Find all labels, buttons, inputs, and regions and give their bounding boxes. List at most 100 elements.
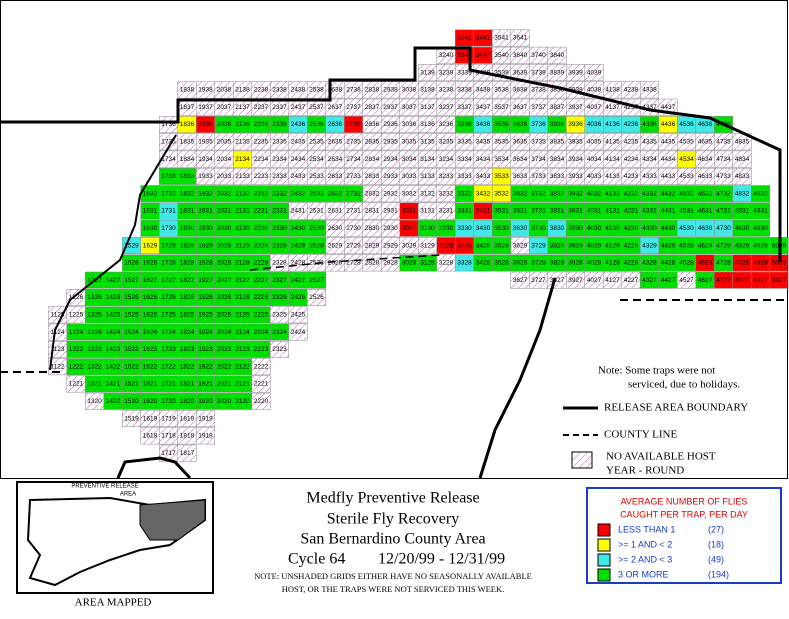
cell-label: 2027 — [217, 277, 232, 284]
cell-label: 4828 — [735, 260, 750, 267]
legend-label: LESS THAN 1 — [618, 524, 675, 534]
cell-label: 3541 — [494, 35, 509, 42]
cell-label: 1221 — [69, 381, 84, 388]
cell-label: 2127 — [235, 277, 250, 284]
cell-label: 4237 — [624, 104, 639, 111]
cell-label: 4631 — [698, 208, 713, 215]
cell-label: 1626 — [143, 294, 158, 301]
cell-label: 2135 — [235, 139, 250, 146]
cell-label: 1726 — [161, 294, 176, 301]
cell-label: 4028 — [587, 260, 602, 267]
cell-label: 2734 — [346, 156, 361, 163]
cell-label: 3640 — [513, 52, 528, 59]
cell-label: 3132 — [420, 190, 435, 197]
cell-label: 2131 — [235, 208, 250, 215]
cell-label: 4531 — [679, 208, 694, 215]
cell-label: 4135 — [605, 139, 620, 146]
cell-label: 1838 — [180, 87, 195, 94]
cell-label: 4027 — [587, 277, 602, 284]
cell-label: 2020 — [217, 398, 232, 405]
cell-label: 1525 — [124, 312, 139, 319]
cell-label: 4330 — [642, 225, 657, 232]
note: HOST, OR THE TRAPS WERE NOT SERVICED THI… — [282, 584, 505, 594]
cell-label: 1224 — [69, 329, 84, 336]
cell-label: 3239 — [439, 69, 454, 76]
cell-label: 3531 — [494, 208, 509, 215]
cell-label: 2533 — [309, 173, 324, 180]
cell-label: 4327 — [642, 277, 657, 284]
cell-label: 2631 — [328, 208, 343, 215]
legend-count: (18) — [708, 539, 724, 549]
cell-label: 2033 — [217, 173, 232, 180]
cell-label: 2428 — [291, 260, 306, 267]
cell-label: 3731 — [531, 208, 546, 215]
cell-label: 2738 — [346, 87, 361, 94]
cell-label: 4931 — [753, 208, 768, 215]
cell-label: 1523 — [124, 346, 139, 353]
cell-label: 4735 — [716, 139, 731, 146]
cell-label: 4128 — [605, 260, 620, 267]
cell-label: 3536 — [494, 121, 509, 128]
cell-label: 4532 — [679, 190, 694, 197]
cell-label: 2323 — [272, 346, 287, 353]
cell-label: 1819 — [180, 415, 195, 422]
cell-label: 3131 — [420, 208, 435, 215]
cell-label: 4039 — [587, 69, 602, 76]
cell-label: 3729 — [531, 242, 546, 249]
cell-label: 3436 — [476, 121, 491, 128]
cell-label: 3139 — [420, 69, 435, 76]
cell-label: 3840 — [550, 52, 565, 59]
cell-label: 2336 — [272, 121, 287, 128]
cell-label: 3728 — [531, 260, 546, 267]
title: Sterile Fly Recovery — [327, 511, 459, 528]
cell-label: 2628 — [328, 260, 343, 267]
key-note: Note: Some traps were not — [598, 365, 715, 377]
key-host: NO AVAILABLE HOST — [606, 451, 716, 463]
cell-label: 3130 — [420, 225, 435, 232]
cell-label: 2632 — [328, 190, 343, 197]
cell-label: 3737 — [531, 104, 546, 111]
cell-label: 1425 — [106, 312, 121, 319]
cell-label: 1832 — [180, 190, 195, 197]
cell-label: 3031 — [402, 208, 417, 215]
cell-label: 3231 — [439, 208, 454, 215]
grid-cell — [769, 271, 789, 289]
cell-label: 2023 — [217, 346, 232, 353]
cell-label: 4634 — [698, 156, 713, 163]
grid-cell — [196, 427, 215, 445]
cell-label: 3739 — [531, 69, 546, 76]
cell-label: 2231 — [254, 208, 269, 215]
grid: 3341 3441 3541 3641 3240 3340 3440 3540 3640 3740… — [48, 29, 789, 462]
cell-label: 2933 — [383, 173, 398, 180]
cell-label: 1825 — [180, 312, 195, 319]
grid-cell — [196, 410, 215, 428]
cell-label: 1326 — [87, 294, 102, 301]
cell-label: 1817 — [180, 450, 195, 457]
cell-label: 3539 — [494, 69, 509, 76]
grid-cell — [251, 358, 271, 376]
cell-label: 3429 — [476, 242, 491, 249]
county-line — [249, 254, 441, 271]
cell-label: 1321 — [87, 381, 102, 388]
cell-label: 4633 — [698, 173, 713, 180]
cell-label: 1826 — [180, 294, 195, 301]
cell-label: 1926 — [198, 294, 213, 301]
legend-count: (49) — [708, 554, 724, 564]
cell-label: 1529 — [124, 242, 139, 249]
cell-label: 2830 — [365, 225, 380, 232]
cell-label: 2833 — [365, 173, 380, 180]
cell-label: 3033 — [402, 173, 417, 180]
cell-label: 1930 — [198, 225, 213, 232]
cell-label: 2637 — [328, 104, 343, 111]
cell-label: 4033 — [587, 173, 602, 180]
cell-label: 2331 — [272, 208, 287, 215]
cell-label: 4338 — [642, 87, 657, 94]
cell-label: 3233 — [439, 173, 454, 180]
release-boundary — [49, 134, 177, 371]
host-symbol — [571, 451, 593, 469]
cell-label: 3627 — [513, 277, 528, 284]
cell-label: 3641 — [513, 35, 528, 42]
cell-label: 4832 — [735, 190, 750, 197]
cell-label: 1422 — [106, 363, 121, 370]
cell-label: 1831 — [180, 208, 195, 215]
